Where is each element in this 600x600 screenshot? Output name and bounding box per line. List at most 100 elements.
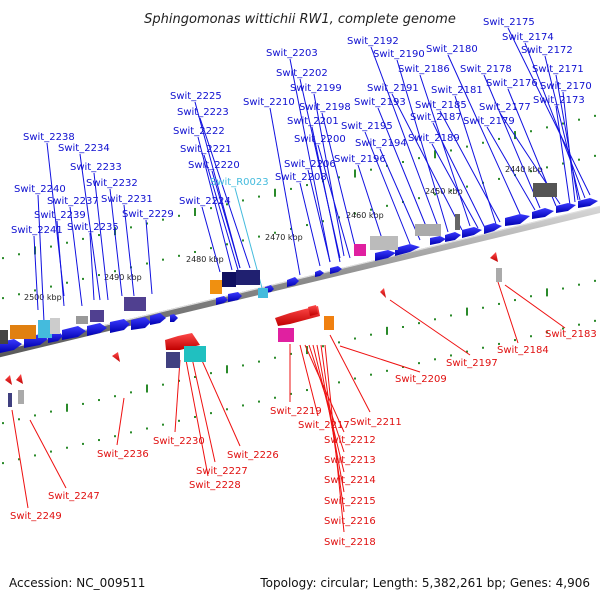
gene-label[interactable]: Swit_2239: [34, 210, 86, 221]
gene-label[interactable]: Swit_2214: [324, 475, 376, 486]
tick-mark: [98, 234, 100, 237]
rna-label[interactable]: Swit_R0023: [210, 177, 269, 188]
tick-mark: [258, 400, 260, 403]
gene-label[interactable]: Swit_2237: [47, 196, 99, 207]
gene-label[interactable]: Swit_2212: [324, 435, 376, 446]
gene-label[interactable]: Swit_2173: [533, 95, 585, 106]
gene-label[interactable]: Swit_2208: [275, 172, 327, 183]
gene-label[interactable]: Swit_2240: [14, 184, 66, 195]
gene-label[interactable]: Swit_2172: [521, 45, 573, 56]
gene-label[interactable]: Swit_2186: [398, 64, 450, 75]
leader-line: [33, 235, 39, 311]
gene-label[interactable]: Swit_2220: [188, 160, 240, 171]
tick-mark: [546, 126, 548, 129]
leader-line: [317, 144, 351, 259]
tick-mark: [594, 154, 596, 157]
gene-label[interactable]: Swit_2178: [460, 64, 512, 75]
gene-label[interactable]: Swit_2171: [532, 64, 584, 75]
leader-line: [419, 74, 471, 227]
gene-label[interactable]: Swit_2201: [287, 116, 339, 127]
gene-label[interactable]: Swit_2183: [545, 329, 597, 340]
gene-label[interactable]: Swit_2195: [341, 121, 393, 132]
gene-label[interactable]: Swit_2241: [11, 225, 63, 236]
gene-label[interactable]: Swit_2216: [324, 516, 376, 527]
gene-label[interactable]: Swit_2194: [355, 138, 407, 149]
gene-label[interactable]: Swit_2174: [502, 32, 554, 43]
gene-label[interactable]: Swit_2200: [294, 134, 346, 145]
gene-label[interactable]: Swit_2249: [10, 511, 62, 522]
gene-label[interactable]: Swit_2187: [410, 112, 462, 123]
gene-label[interactable]: Swit_2184: [497, 345, 549, 356]
gene-label[interactable]: Swit_2226: [227, 450, 279, 461]
leader-line: [89, 232, 95, 301]
leader-line: [313, 93, 345, 257]
gene-label[interactable]: Swit_2193: [354, 97, 406, 108]
tick-mark: [98, 274, 100, 277]
gene-label[interactable]: Swit_2203: [266, 48, 318, 59]
gene-label[interactable]: Swit_2170: [540, 81, 592, 92]
gene-label[interactable]: Swit_2209: [395, 374, 447, 385]
gene-label[interactable]: Swit_2198: [299, 102, 351, 113]
gene-label[interactable]: Swit_2217: [298, 420, 350, 431]
gene-label[interactable]: Swit_2233: [70, 162, 122, 173]
gene-label[interactable]: Swit_2231: [101, 194, 153, 205]
gene-label[interactable]: Swit_2230: [153, 436, 205, 447]
tick-mark: [82, 277, 84, 280]
tick-mark: [546, 331, 548, 334]
tick-mark: [434, 193, 436, 196]
gene-label[interactable]: Swit_2197: [446, 358, 498, 369]
gene-label[interactable]: Swit_2176: [486, 78, 538, 89]
gene-label[interactable]: Swit_2213: [324, 455, 376, 466]
gene-label[interactable]: Swit_2199: [290, 83, 342, 94]
gene-label[interactable]: Swit_2238: [23, 132, 75, 143]
gene-label[interactable]: Swit_2185: [415, 100, 467, 111]
gene-label[interactable]: Swit_2223: [177, 107, 229, 118]
gene-label[interactable]: Swit_2192: [347, 36, 399, 47]
gene-label[interactable]: Swit_2235: [67, 222, 119, 233]
gene-label[interactable]: Swit_2202: [276, 68, 328, 79]
gene-label[interactable]: Swit_2179: [463, 116, 515, 127]
tick-mark: [2, 462, 4, 465]
gene-label[interactable]: Swit_2236: [97, 449, 149, 460]
tick-mark: [162, 423, 164, 426]
leader-line: [324, 344, 345, 533]
gene-label[interactable]: Swit_2175: [483, 17, 535, 28]
tick-mark: [66, 241, 68, 244]
gene-label[interactable]: Swit_2215: [324, 496, 376, 507]
leader-line: [396, 59, 449, 233]
tick-mark: [466, 185, 468, 188]
tick-mark: [194, 250, 196, 253]
tick-mark: [82, 402, 84, 405]
gene-label[interactable]: Swit_2225: [170, 91, 222, 102]
gene-label[interactable]: Swit_2234: [58, 143, 110, 154]
gene-label[interactable]: Swit_2232: [86, 178, 138, 189]
gene-label[interactable]: Swit_2190: [373, 49, 425, 60]
gene-label[interactable]: Swit_2222: [173, 126, 225, 137]
gene-label[interactable]: Swit_2211: [350, 417, 402, 428]
gene-label[interactable]: Swit_2210: [243, 97, 295, 108]
tick-2450: 2450 kbp: [425, 187, 463, 196]
gene-label[interactable]: Swit_2228: [189, 480, 241, 491]
tick-mark: [578, 323, 580, 326]
gene-label[interactable]: Swit_2191: [367, 83, 419, 94]
gene-label[interactable]: Swit_2196: [334, 154, 386, 165]
gene-label[interactable]: Swit_2180: [426, 44, 478, 55]
gene-label[interactable]: Swit_2177: [479, 102, 531, 113]
gene-label[interactable]: Swit_2181: [431, 85, 483, 96]
gene-label[interactable]: Swit_2229: [122, 209, 174, 220]
leader-line: [201, 206, 221, 273]
gene-label[interactable]: Swit_2218: [324, 537, 376, 548]
leader-line: [11, 409, 29, 509]
gene-label[interactable]: Swit_2189: [408, 133, 460, 144]
gene-label[interactable]: Swit_2219: [270, 406, 322, 417]
gene-label[interactable]: Swit_2206: [284, 159, 336, 170]
gene-label[interactable]: Swit_2227: [196, 466, 248, 477]
leader-line: [320, 344, 345, 513]
gene-label[interactable]: Swit_2247: [48, 491, 100, 502]
gene-label[interactable]: Swit_2224: [179, 196, 231, 207]
tick-mark: [594, 279, 596, 282]
tick-mark: [2, 422, 4, 425]
tick-mark: [258, 360, 260, 363]
gene-label[interactable]: Swit_2221: [180, 144, 232, 155]
tick-mark: [450, 149, 452, 152]
